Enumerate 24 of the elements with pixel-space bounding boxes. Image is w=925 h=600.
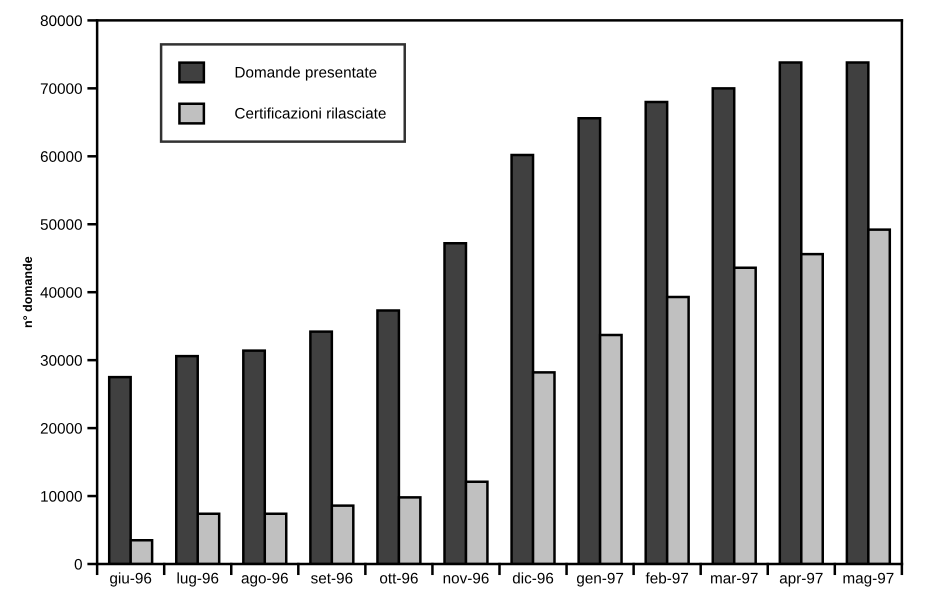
x-tick-label: set-96	[311, 572, 352, 584]
x-tick-label: lug-96	[178, 572, 218, 587]
x-tick-label: dic-96	[512, 572, 554, 584]
x-tick-label: nov-96	[444, 572, 489, 584]
x-tick-label: mag-97	[843, 572, 894, 587]
x-tick-label: ott-96	[380, 572, 418, 584]
legend-label: Certificazioni rilasciate	[235, 107, 386, 119]
y-tick-label: 40000	[40, 287, 82, 298]
y-tick-label: 10000	[41, 490, 82, 502]
x-tick-label: mar-97	[711, 572, 758, 584]
x-tick-label: apr-97	[780, 572, 823, 587]
y-tick-label: 20000	[40, 422, 82, 434]
x-tick-label: giu-96	[110, 572, 152, 587]
y-tick-label: 50000	[40, 219, 82, 230]
x-tick-label: feb-97	[646, 572, 688, 584]
x-tick-label: gen-97	[576, 572, 624, 587]
y-axis-title: n° domande	[22, 256, 32, 328]
y-tick-label: 60000	[40, 151, 82, 162]
y-tick-label: 80000	[40, 15, 82, 26]
x-tick-label: ago-96	[242, 572, 288, 587]
y-tick-label: 70000	[40, 83, 82, 94]
y-tick-label: 0	[74, 558, 82, 570]
legend-label: Domande presentate	[236, 66, 376, 81]
y-tick-label: 30000	[40, 355, 82, 366]
